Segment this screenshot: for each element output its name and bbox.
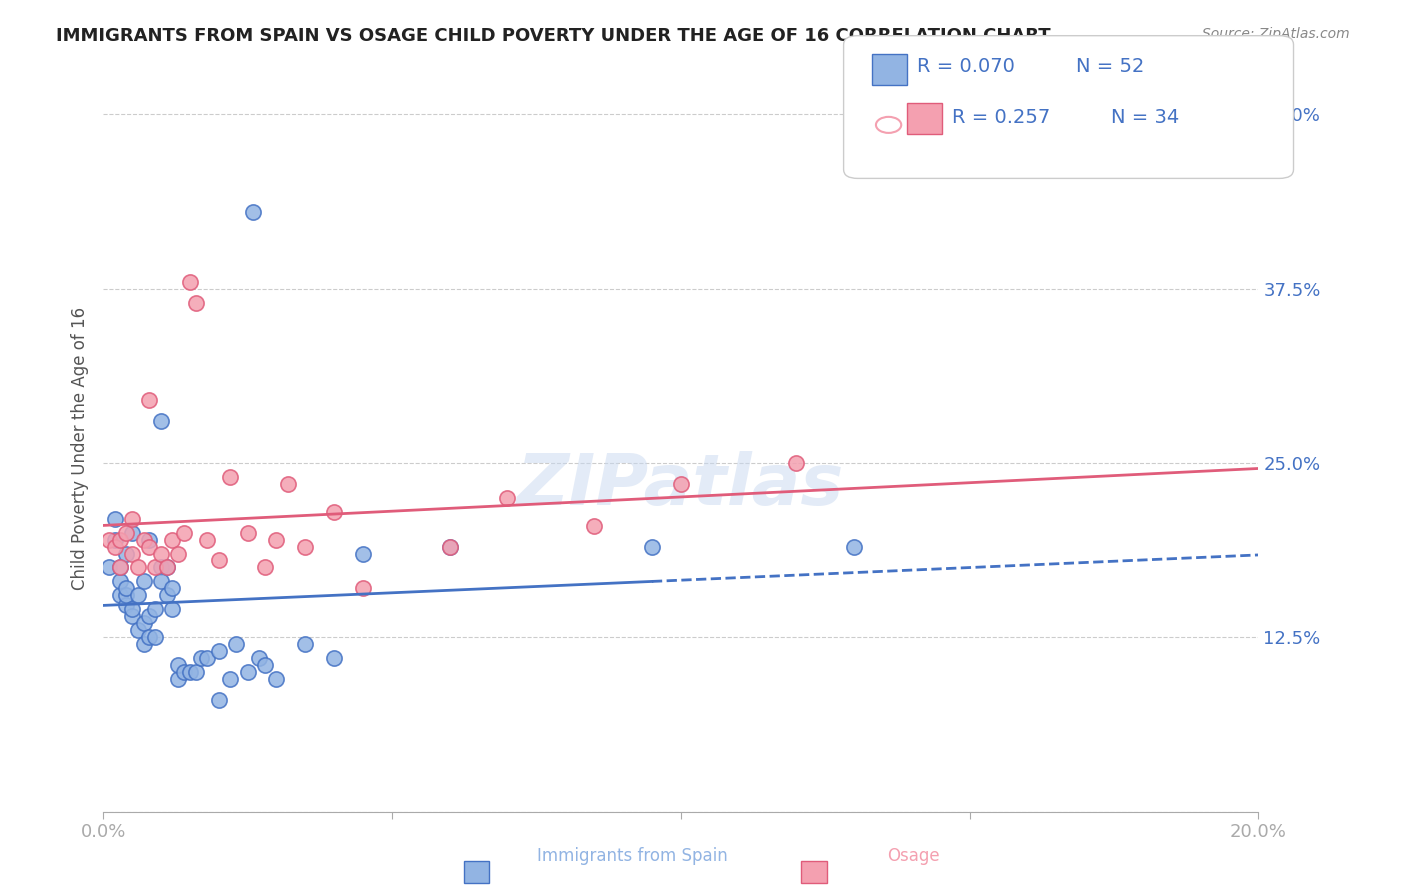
Point [143,560,166,574]
Text: N = 52: N = 52 [1076,57,1144,77]
Point [110,560,132,574]
Point [785,456,807,470]
Point [110,533,132,547]
Point [179,665,201,679]
Point [195,651,218,665]
Point [294,540,316,554]
Text: IMMIGRANTS FROM SPAIN VS OSAGE CHILD POVERTY UNDER THE AGE OF 16 CORRELATION CHA: IMMIGRANTS FROM SPAIN VS OSAGE CHILD POV… [56,27,1050,45]
Point [352,547,374,561]
Point [173,665,195,679]
Point [104,533,127,547]
Point [138,533,160,547]
Point [179,275,201,289]
Point [149,547,172,561]
Point [242,205,264,219]
Point [127,624,149,638]
Point [669,476,692,491]
Text: R = 0.257: R = 0.257 [952,108,1050,128]
Point [277,476,299,491]
Point [190,651,212,665]
Point [104,511,127,525]
Text: Immigrants from Spain: Immigrants from Spain [537,847,728,865]
Point [162,582,184,596]
Point [132,533,155,547]
Point [225,637,247,651]
Point [236,525,259,540]
Text: Osage: Osage [887,847,941,865]
Point [253,560,276,574]
Point [195,533,218,547]
Point [121,525,143,540]
Point [121,602,143,616]
Point [97,533,120,547]
Point [110,560,132,574]
Point [323,505,346,519]
Point [266,672,288,686]
Text: ZIPatlas: ZIPatlas [517,450,845,520]
Point [439,540,461,554]
Point [219,470,242,484]
Point [138,630,160,644]
Point [641,540,664,554]
Point [294,637,316,651]
Point [173,525,195,540]
Point [583,518,606,533]
Point [352,582,374,596]
Point [208,553,231,567]
Point [143,630,166,644]
Point [149,560,172,574]
Point [219,672,242,686]
Point [97,560,120,574]
Point [156,560,179,574]
Point [104,540,127,554]
Point [110,574,132,589]
Point [143,602,166,616]
Y-axis label: Child Poverty Under the Age of 16: Child Poverty Under the Age of 16 [72,308,89,591]
Point [236,665,259,679]
Point [121,609,143,624]
Point [138,393,160,408]
Point [121,511,143,525]
Point [132,637,155,651]
Point [149,414,172,428]
Point [162,602,184,616]
Point [439,540,461,554]
Point [156,560,179,574]
Point [266,533,288,547]
Point [842,540,865,554]
Point [208,693,231,707]
Point [138,609,160,624]
Point [167,658,190,673]
Point [132,574,155,589]
Text: Source: ZipAtlas.com: Source: ZipAtlas.com [1202,27,1350,41]
Point [132,616,155,631]
Point [127,560,149,574]
Text: N = 34: N = 34 [1111,108,1180,128]
Point [156,588,179,602]
Point [247,651,270,665]
Point [208,644,231,658]
Point [184,665,207,679]
Point [167,672,190,686]
Point [115,547,138,561]
Point [167,547,190,561]
Text: R = 0.070: R = 0.070 [917,57,1015,77]
Point [127,588,149,602]
Point [184,295,207,310]
Point [115,582,138,596]
Point [323,651,346,665]
Point [121,547,143,561]
Point [138,540,160,554]
Point [115,598,138,612]
Point [115,525,138,540]
Point [253,658,276,673]
Point [162,533,184,547]
Point [115,588,138,602]
Point [496,491,519,505]
Point [149,574,172,589]
Point [110,588,132,602]
